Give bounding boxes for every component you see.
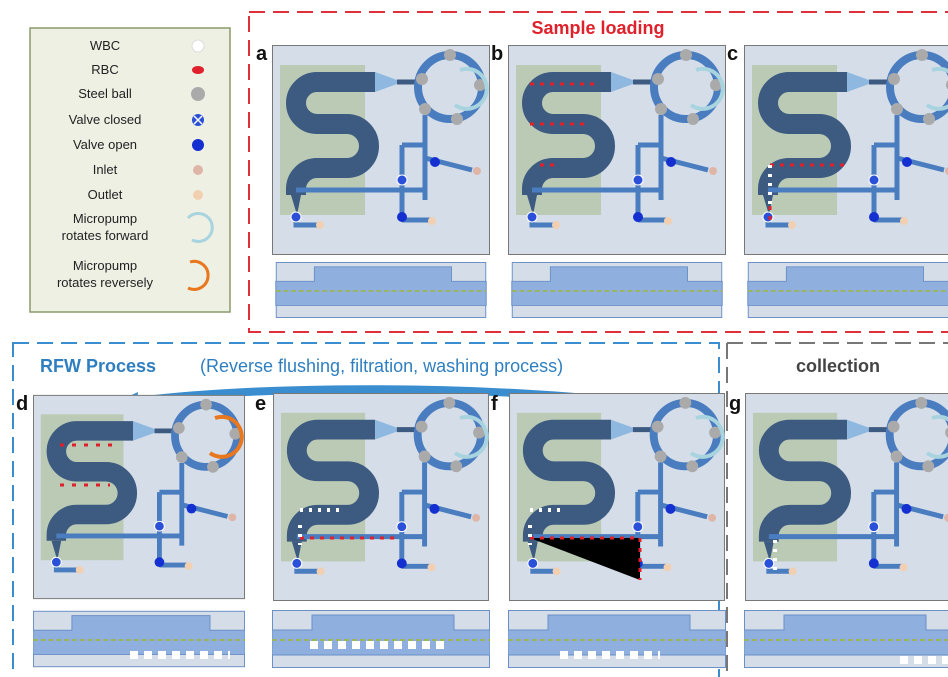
panel-letter: d [16, 393, 28, 415]
legend-label: Valve open [73, 137, 137, 152]
legend-label: Outlet [88, 187, 123, 202]
panel-letter: e [255, 393, 266, 415]
legend-label: RBC [91, 62, 118, 77]
legend-label: Inlet [93, 162, 118, 177]
legend-label: WBC [90, 38, 120, 53]
panel-letter: f [491, 393, 498, 415]
legend-label: rotates forward [62, 228, 149, 243]
legend-label: Valve closed [69, 112, 142, 127]
panel-letter: c [727, 43, 738, 65]
figure: WBC RBC Steel ball Valve closed Valve op… [0, 0, 948, 677]
panel-letter: b [491, 43, 503, 65]
section-title: Sample loading [531, 18, 664, 38]
legend-label: Steel ball [78, 86, 132, 101]
section-title: collection [796, 356, 880, 376]
legend-label: Micropump [73, 258, 137, 273]
section-title: RFW Process [40, 356, 156, 376]
legend-label: Micropump [73, 211, 137, 226]
panel-letter: a [256, 43, 268, 65]
panel-letter: g [729, 393, 741, 415]
legend-label: rotates reversely [57, 275, 154, 290]
section-subtitle: (Reverse flushing, filtration, washing p… [200, 356, 563, 376]
